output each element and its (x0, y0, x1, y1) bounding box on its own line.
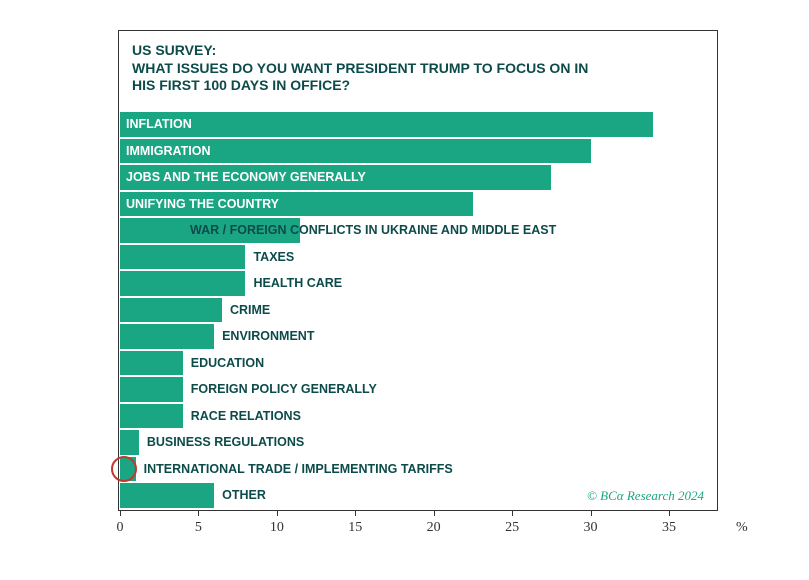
x-axis-tick-label: 30 (584, 520, 598, 536)
bar-row: HEALTH CARE (120, 271, 716, 296)
x-axis-tick-label: 20 (427, 520, 441, 536)
bar-label: OTHER (222, 488, 266, 502)
plot-area: INFLATIONIMMIGRATIONJOBS AND THE ECONOMY… (120, 112, 716, 510)
bar-row: CRIME (120, 298, 716, 323)
bar (120, 404, 183, 429)
bar (120, 218, 300, 243)
x-axis-tick-label: 0 (117, 520, 124, 536)
bar (120, 483, 214, 508)
x-axis-tick (512, 510, 513, 516)
bar-row: RACE RELATIONS (120, 404, 716, 429)
x-axis-tick (669, 510, 670, 516)
bar-label: INTERNATIONAL TRADE / IMPLEMENTING TARIF… (144, 462, 453, 476)
bar-row: FOREIGN POLICY GENERALLY (120, 377, 716, 402)
bar-label: FOREIGN POLICY GENERALLY (191, 382, 377, 396)
chart-title-line: US SURVEY: (132, 42, 588, 60)
bar-row: ENVIRONMENT (120, 324, 716, 349)
x-axis-tick (120, 510, 121, 516)
bar-label: TAXES (253, 250, 294, 264)
bar (120, 271, 245, 296)
chart-title: US SURVEY: WHAT ISSUES DO YOU WANT PRESI… (132, 42, 588, 95)
bar (120, 351, 183, 376)
x-axis-line (118, 510, 718, 511)
bar-label: BUSINESS REGULATIONS (147, 435, 304, 449)
bar-row: INTERNATIONAL TRADE / IMPLEMENTING TARIF… (120, 457, 716, 482)
x-axis-tick-label: 10 (270, 520, 284, 536)
copyright-text: © BCα Research 2024 (587, 488, 704, 504)
bar (120, 245, 245, 270)
bar-row: JOBS AND THE ECONOMY GENERALLY (120, 165, 716, 190)
x-axis-tick (434, 510, 435, 516)
bar (120, 430, 139, 455)
x-axis-tick-label: 35 (662, 520, 676, 536)
x-axis-tick-label: 25 (505, 520, 519, 536)
bar-label: RACE RELATIONS (191, 409, 301, 423)
bar (120, 192, 473, 217)
bar (120, 377, 183, 402)
bar-row: INFLATION (120, 112, 716, 137)
bar-label: HEALTH CARE (253, 276, 342, 290)
bar-row: WAR / FOREIGN CONFLICTS IN UKRAINE AND M… (120, 218, 716, 243)
bar (120, 112, 653, 137)
bar (120, 139, 591, 164)
bar-label: EDUCATION (191, 356, 264, 370)
x-axis-tick-label: 5 (195, 520, 202, 536)
chart-title-line: HIS FIRST 100 DAYS IN OFFICE? (132, 77, 588, 95)
x-axis-tick (591, 510, 592, 516)
x-axis-tick (198, 510, 199, 516)
bar (120, 298, 222, 323)
bar-label: CRIME (230, 303, 270, 317)
bar (120, 324, 214, 349)
bar (120, 165, 551, 190)
bar-row: EDUCATION (120, 351, 716, 376)
chart-title-line: WHAT ISSUES DO YOU WANT PRESIDENT TRUMP … (132, 60, 588, 78)
x-axis-tick (277, 510, 278, 516)
bar-row: UNIFYING THE COUNTRY (120, 192, 716, 217)
bar-row: BUSINESS REGULATIONS (120, 430, 716, 455)
bar-label: ENVIRONMENT (222, 329, 314, 343)
callout-circle (111, 456, 137, 482)
x-axis-tick-label: 15 (348, 520, 362, 536)
x-axis-unit-label: % (736, 520, 748, 536)
bar-row: TAXES (120, 245, 716, 270)
bar-row: IMMIGRATION (120, 139, 716, 164)
x-axis-tick (355, 510, 356, 516)
